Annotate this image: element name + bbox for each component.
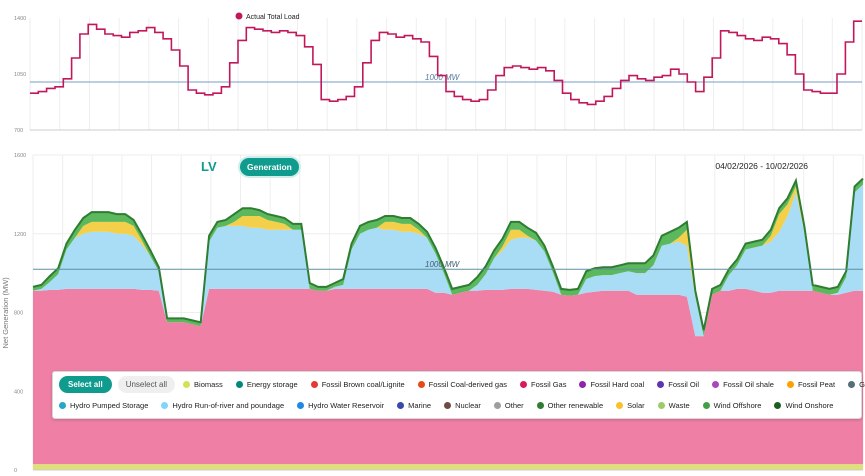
- legend-marker: [657, 402, 665, 409]
- legend-item-hydro-run-of-river-and-poundage[interactable]: Hydro Run-of-river and poundage: [161, 401, 284, 410]
- reference-line-label: 1000 MW: [425, 260, 461, 269]
- legend-label: Marine: [408, 401, 432, 410]
- legend-label: Solar: [627, 401, 645, 410]
- legend-item-fossil-brown-coal-lignite[interactable]: Fossil Brown coal/Lignite: [310, 380, 405, 389]
- reference-line-label: 1000 MW: [425, 73, 461, 82]
- legend-item-energy-storage[interactable]: Energy storage: [235, 380, 298, 389]
- legend-marker: [161, 402, 169, 409]
- y-tick-label: 1600: [14, 153, 26, 159]
- legend-item-wind-offshore[interactable]: Wind Offshore: [702, 401, 762, 410]
- legend-item-waste[interactable]: Waste: [657, 401, 690, 410]
- y-tick-label: 1400: [14, 16, 26, 22]
- legend-item-nuclear[interactable]: Nuclear: [444, 401, 481, 410]
- legend-marker: [579, 381, 587, 388]
- area-biomass: [33, 464, 863, 470]
- legend-label: Fossil Coal-derived gas: [428, 380, 508, 389]
- legend-marker: [712, 381, 720, 388]
- legend-marker: [493, 402, 501, 409]
- generation-legend: Select all Unselect all Biomass Energy st…: [52, 371, 865, 419]
- legend-label: Nuclear: [455, 401, 481, 410]
- legend-row-1: Select all Unselect all Biomass Energy st…: [59, 376, 865, 393]
- area-top-outline: [32, 177, 864, 331]
- y-tick-label: 700: [14, 128, 23, 134]
- legend-marker: [657, 381, 665, 388]
- country-code: LV: [201, 159, 217, 174]
- unselect-all-button[interactable]: Unselect all: [117, 376, 176, 393]
- legend-item-fossil-coal-derived-gas[interactable]: Fossil Coal-derived gas: [417, 380, 508, 389]
- y-tick-label: 400: [14, 389, 23, 395]
- legend-label: Fossil Brown coal/Lignite: [321, 380, 405, 389]
- legend-label: Energy storage: [246, 380, 298, 389]
- legend-item-fossil-oil-shale[interactable]: Fossil Oil shale: [712, 380, 774, 389]
- legend-label: Fossil Oil: [668, 380, 700, 389]
- legend-item-biomass[interactable]: Biomass: [183, 380, 223, 389]
- legend-marker: [417, 381, 425, 388]
- legend-marker: [183, 381, 191, 388]
- select-all-button[interactable]: Select all: [59, 376, 112, 393]
- y-tick-label: 1200: [14, 232, 26, 238]
- legend-label: Wind Onshore: [785, 401, 834, 410]
- legend-label: Hydro Run-of-river and poundage: [172, 401, 285, 410]
- legend-item-fossil-gas[interactable]: Fossil Gas: [520, 380, 566, 389]
- legend-marker: [536, 402, 544, 409]
- legend-label: Fossil Gas: [531, 380, 567, 389]
- legend-label: Biomass: [194, 380, 223, 389]
- generation-button[interactable]: Generation: [240, 158, 299, 176]
- legend-marker: [444, 402, 452, 409]
- y-tick-label: 800: [14, 311, 23, 317]
- legend-item-hydro-pumped-storage[interactable]: Hydro Pumped Storage: [59, 401, 148, 410]
- y-axis-label: Net Generation (MW): [1, 277, 10, 349]
- legend-item-geothermal[interactable]: Geothermal: [848, 380, 865, 389]
- legend-label: Fossil Peat: [797, 380, 836, 389]
- legend-item-solar[interactable]: Solar: [616, 401, 645, 410]
- legend-label: Other: [504, 401, 524, 410]
- legend-item-marine[interactable]: Marine: [397, 401, 431, 410]
- date-range: 04/02/2026 - 10/02/2026: [715, 161, 808, 171]
- legend-marker: [786, 381, 794, 388]
- legend-item-other-renewable[interactable]: Other renewable: [536, 401, 604, 410]
- legend-label: Other renewable: [547, 401, 604, 410]
- legend-item-fossil-hard-coal[interactable]: Fossil Hard coal: [579, 380, 644, 389]
- legend-label: Waste: [668, 401, 690, 410]
- legend-label: Hydro Water Reservoir: [308, 401, 385, 410]
- legend-label: Geothermal: [859, 380, 865, 389]
- legend-marker: [702, 402, 710, 409]
- legend-label: Wind Offshore: [713, 401, 762, 410]
- legend-label: Fossil Hard coal: [590, 380, 645, 389]
- load-legend-label[interactable]: Actual Total Load: [246, 14, 300, 21]
- legend-marker: [397, 402, 405, 409]
- legend-marker: [848, 381, 856, 388]
- legend-row-2: Hydro Pumped Storage Hydro Run-of-river a…: [59, 401, 846, 410]
- y-tick-label: 1050: [14, 72, 26, 78]
- load-chart: 1400 1050 700 1000 MW Actual Total Load: [14, 12, 863, 134]
- legend-item-fossil-oil[interactable]: Fossil Oil: [657, 380, 699, 389]
- load-series-line: [30, 20, 862, 106]
- legend-label: Hydro Pumped Storage: [70, 401, 149, 410]
- area-solar: [33, 184, 863, 337]
- legend-item-fossil-peat[interactable]: Fossil Peat: [786, 380, 836, 389]
- legend-item-hydro-water-reservoir[interactable]: Hydro Water Reservoir: [297, 401, 384, 410]
- legend-marker: [310, 381, 318, 388]
- legend-marker: [774, 402, 782, 409]
- legend-item-other[interactable]: Other: [493, 401, 524, 410]
- legend-label: Fossil Oil shale: [723, 380, 774, 389]
- legend-marker: [235, 381, 243, 388]
- legend-item-wind-onshore[interactable]: Wind Onshore: [774, 401, 833, 410]
- legend-marker: [297, 402, 305, 409]
- legend-marker: [59, 402, 66, 409]
- legend-marker: [520, 381, 528, 388]
- legend-marker: [616, 402, 624, 409]
- y-tick-label: 0: [14, 468, 17, 474]
- load-legend-marker[interactable]: [235, 12, 243, 20]
